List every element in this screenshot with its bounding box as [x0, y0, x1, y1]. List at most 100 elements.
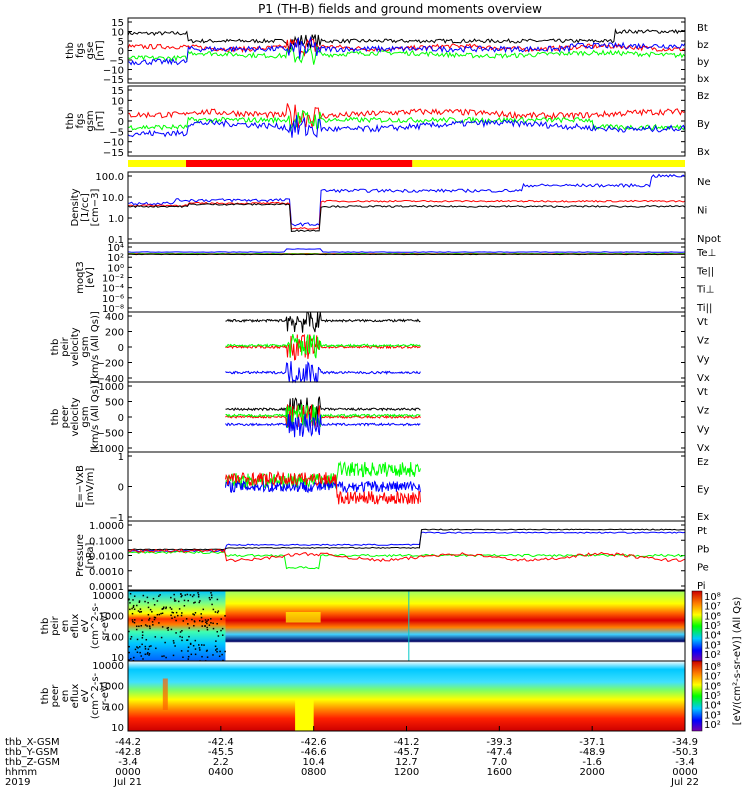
x-axis-row-label: thb_Z-GSM: [5, 757, 60, 768]
legend-Bt: Bt: [697, 23, 708, 34]
y-axis-label: sr-eV): [100, 611, 111, 640]
spectrogram-speckle: [206, 620, 208, 623]
Vx-trace: [225, 413, 421, 438]
spectrogram-speckle: [177, 614, 179, 617]
spectrogram-speckle: [212, 608, 215, 611]
spectrogram-speckle: [201, 620, 204, 622]
colorbar-tick-label: 10⁵: [704, 621, 721, 632]
y-tick-label: −1: [109, 513, 124, 524]
x-tick-label: -1.6: [582, 757, 602, 768]
colorbar-tick-label: 10⁴: [704, 701, 721, 712]
spectrogram-speckle: [180, 614, 183, 617]
spectrogram-speckle: [212, 654, 214, 656]
spectrogram-speckle: [147, 648, 150, 650]
spectrogram-speckle: [139, 651, 141, 654]
y-tick-label: 10⁻⁴: [102, 284, 124, 295]
spectrogram-speckle: [190, 653, 193, 656]
x-tick-label: 1200: [394, 767, 419, 778]
spectrogram-speckle: [128, 630, 130, 633]
spectrogram-speckle: [172, 640, 175, 642]
spectrogram-speckle: [150, 645, 152, 647]
y-axis-label: en: [60, 690, 71, 703]
legend-Te||: Te||: [696, 266, 714, 277]
y-tick-label: 0: [118, 483, 124, 494]
spectrogram-speckle: [160, 636, 163, 639]
y-tick-label: −5: [109, 56, 124, 67]
legend-Vx: Vx: [697, 373, 710, 384]
Vy-trace: [225, 404, 421, 428]
spectrogram-speckle: [128, 598, 130, 600]
spectrogram-speckle: [199, 600, 201, 602]
spectrogram-speckle: [191, 618, 193, 621]
spectrogram-speckle: [187, 650, 189, 652]
spectrogram-speckle: [194, 601, 196, 604]
spectrogram-speckle: [193, 602, 195, 604]
spectrogram-speckle: [154, 616, 157, 619]
spectrogram-speckle: [222, 659, 224, 662]
spectrogram-speckle: [156, 600, 159, 602]
legend-Pb: Pb: [697, 544, 709, 555]
x-axis-row-label: 2019: [5, 777, 30, 788]
spectrogram-speckle: [161, 626, 164, 628]
spectrogram-speckle: [141, 631, 144, 633]
spectrogram-speckle: [144, 653, 147, 656]
legend-bx: bx: [697, 74, 709, 85]
colorbar-tick-label: 10⁶: [704, 681, 721, 692]
spectrogram-speckle: [210, 618, 212, 620]
y-tick-label: 0: [118, 343, 124, 354]
legend-Vz: Vz: [697, 406, 709, 417]
y-tick-label: 0: [118, 117, 124, 128]
spectrogram-speckle: [175, 632, 177, 634]
x-tick-label: 0400: [208, 767, 233, 778]
Vt-trace: [225, 396, 421, 422]
panel-frame: [127, 171, 686, 244]
y-axis-label: [nT]: [95, 40, 106, 60]
x-tick-label: -42.4: [208, 737, 234, 748]
spectrogram-speckle: [161, 608, 164, 610]
spectrogram-speckle: [203, 644, 205, 646]
legend-Ey: Ey: [697, 485, 709, 496]
spectrogram-speckle: [204, 625, 206, 627]
spectrogram-speckle: [198, 644, 200, 646]
spectrogram-speckle: [131, 612, 134, 615]
y-axis-label: eflux: [70, 614, 81, 639]
Ey-trace: [225, 460, 421, 489]
spectrogram-speckle: [206, 649, 208, 652]
y-tick-label: 10000: [92, 661, 124, 672]
spectrogram-speckle: [216, 622, 218, 625]
spectrogram-speckle: [151, 621, 154, 623]
x-tick-label: 0000: [115, 767, 140, 778]
y-tick-label: 100: [105, 702, 124, 713]
panel-frame: [127, 85, 686, 157]
spectrogram-speckle: [148, 645, 151, 648]
spectrogram-speckle: [133, 656, 135, 659]
spectrogram-speckle: [173, 593, 175, 596]
spectrogram-speckle: [180, 650, 183, 652]
y-axis-label: (cm^2-s-: [90, 672, 101, 719]
spectrogram-speckle: [184, 594, 187, 596]
x-tick-label: -41.2: [394, 737, 420, 748]
Vz-trace: [225, 333, 421, 361]
spectrogram-speckle: [147, 606, 150, 609]
y-axis-label: moqt3: [75, 261, 86, 294]
spectrogram-speckle: [144, 648, 147, 650]
panel-frame: [127, 520, 686, 591]
spectrogram-speckle: [210, 592, 212, 594]
legend-Bx: Bx: [697, 147, 710, 158]
y-tick-label: 1000: [99, 382, 124, 393]
spectrogram-speckle: [170, 628, 173, 631]
spectrogram-speckle: [183, 599, 186, 602]
colorbar-tick-label: 10³: [704, 640, 721, 651]
spectrogram-speckle: [164, 641, 166, 644]
y-tick-label: 10⁻⁶: [102, 294, 124, 305]
colorbar-tick-label: 10³: [704, 710, 721, 721]
spectrogram-speckle: [182, 656, 184, 658]
spectrogram-band: [285, 612, 321, 623]
spectrogram-speckle: [144, 600, 146, 603]
spectrogram-speckle: [187, 658, 190, 660]
spectrogram-speckle: [189, 643, 192, 645]
y-axis-label: [nT]: [95, 111, 106, 131]
spectrogram-speckle: [133, 595, 136, 597]
spectrogram-band: [128, 591, 226, 661]
